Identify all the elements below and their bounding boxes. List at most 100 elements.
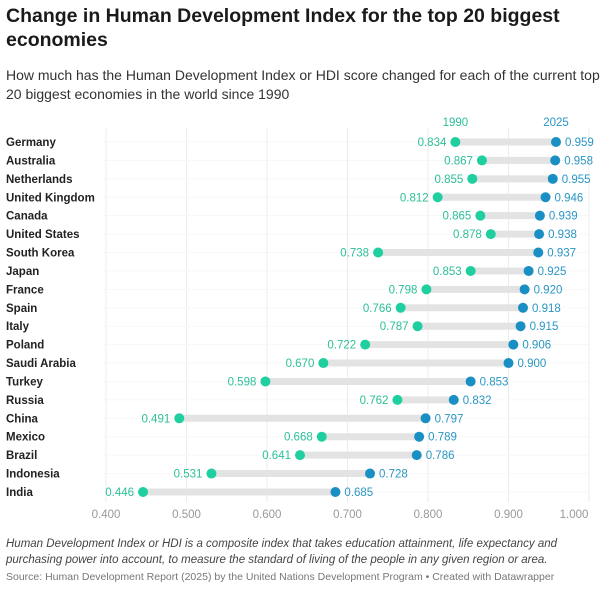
- label-2025: 0.959: [565, 137, 594, 149]
- category-label: Mexico: [6, 432, 45, 444]
- x-tick-label: 0.700: [333, 509, 362, 521]
- point-2025: [414, 431, 425, 442]
- point-2025: [411, 450, 422, 461]
- point-1990: [432, 192, 443, 203]
- point-2025: [465, 376, 476, 387]
- point-1990: [318, 358, 329, 369]
- point-2025: [523, 265, 534, 276]
- point-2025: [547, 173, 558, 184]
- point-1990: [316, 431, 327, 442]
- label-1990: 0.738: [340, 248, 369, 260]
- point-2025: [550, 137, 561, 147]
- label-1990: 0.668: [284, 432, 313, 444]
- point-2025: [517, 302, 528, 313]
- chart-source: Source: Human Development Report (2025) …: [6, 571, 555, 583]
- label-1990: 0.722: [327, 340, 356, 352]
- point-1990: [260, 376, 271, 387]
- category-label: Poland: [6, 340, 44, 352]
- label-1990: 0.853: [433, 266, 462, 278]
- point-1990: [392, 394, 403, 405]
- point-1990: [138, 486, 149, 497]
- category-label: Italy: [6, 321, 30, 333]
- label-1990: 0.812: [400, 192, 429, 204]
- x-tick-label: 0.500: [172, 509, 201, 521]
- label-2025: 0.946: [555, 192, 584, 204]
- label-2025: 0.938: [548, 229, 577, 241]
- category-label: Turkey: [6, 376, 43, 388]
- label-2025: 0.900: [518, 358, 547, 370]
- point-1990: [174, 413, 185, 424]
- chart-note: Human Development Index or HDI is a comp…: [6, 538, 558, 566]
- point-1990: [467, 173, 478, 184]
- label-1990: 0.766: [363, 303, 392, 315]
- point-1990: [360, 339, 371, 350]
- label-2025: 0.906: [522, 340, 551, 352]
- point-2025: [508, 339, 519, 350]
- point-1990: [450, 137, 461, 147]
- point-2025: [534, 210, 545, 221]
- label-2025: 0.939: [549, 211, 578, 223]
- point-2025: [534, 229, 545, 240]
- point-1990: [475, 210, 486, 221]
- label-1990: 0.867: [444, 155, 473, 167]
- label-1990: 0.531: [174, 469, 203, 481]
- x-tick-label: 1.000: [560, 509, 589, 521]
- label-2025: 0.786: [426, 450, 455, 462]
- chart-title: Change in Human Development Index for th…: [6, 5, 560, 51]
- label-1990: 0.446: [105, 487, 134, 499]
- point-2025: [330, 486, 341, 497]
- label-2025: 0.955: [562, 174, 591, 186]
- category-label: Russia: [6, 395, 44, 407]
- label-2025: 0.832: [463, 395, 492, 407]
- category-label: United States: [6, 229, 80, 241]
- point-1990: [295, 450, 306, 461]
- label-2025: 0.797: [435, 413, 464, 425]
- label-1990: 0.865: [443, 211, 472, 223]
- label-2025: 0.685: [344, 487, 373, 499]
- point-2025: [365, 468, 376, 479]
- category-label: Indonesia: [6, 469, 60, 481]
- x-tick-label: 0.400: [92, 509, 121, 521]
- x-tick-label: 0.600: [253, 509, 282, 521]
- category-label: France: [6, 284, 44, 296]
- category-label: Germany: [6, 137, 56, 149]
- label-1990: 0.787: [380, 321, 409, 333]
- point-2025: [515, 321, 526, 332]
- label-2025: 0.853: [480, 376, 509, 388]
- point-2025: [420, 413, 431, 424]
- category-label: China: [6, 413, 39, 425]
- point-2025: [519, 284, 530, 295]
- label-2025: 0.920: [534, 284, 563, 296]
- point-1990: [421, 284, 432, 295]
- point-2025: [448, 394, 459, 405]
- category-label: United Kingdom: [6, 192, 95, 204]
- category-label: Netherlands: [6, 174, 72, 186]
- label-1990: 0.762: [360, 395, 389, 407]
- x-tick-label: 0.900: [494, 509, 523, 521]
- point-1990: [395, 302, 406, 313]
- point-2025: [503, 358, 514, 369]
- category-label: Brazil: [6, 450, 37, 462]
- label-1990: 0.491: [141, 413, 170, 425]
- label-2025: 0.958: [564, 155, 593, 167]
- point-1990: [476, 155, 487, 166]
- label-1990: 0.670: [286, 358, 315, 370]
- point-2025: [533, 247, 544, 258]
- category-label: Spain: [6, 303, 37, 315]
- label-2025: 0.918: [532, 303, 561, 315]
- category-label: Australia: [6, 155, 56, 167]
- point-1990: [373, 247, 384, 258]
- label-1990: 0.878: [453, 229, 482, 241]
- label-1990: 0.641: [262, 450, 291, 462]
- point-2025: [540, 192, 551, 203]
- label-1990: 0.798: [389, 284, 418, 296]
- point-1990: [485, 229, 496, 240]
- category-label: Japan: [6, 266, 39, 278]
- category-label: South Korea: [6, 248, 75, 260]
- label-1990: 0.834: [418, 137, 447, 149]
- label-2025: 0.789: [428, 432, 457, 444]
- point-2025: [550, 155, 561, 166]
- label-2025: 0.925: [538, 266, 567, 278]
